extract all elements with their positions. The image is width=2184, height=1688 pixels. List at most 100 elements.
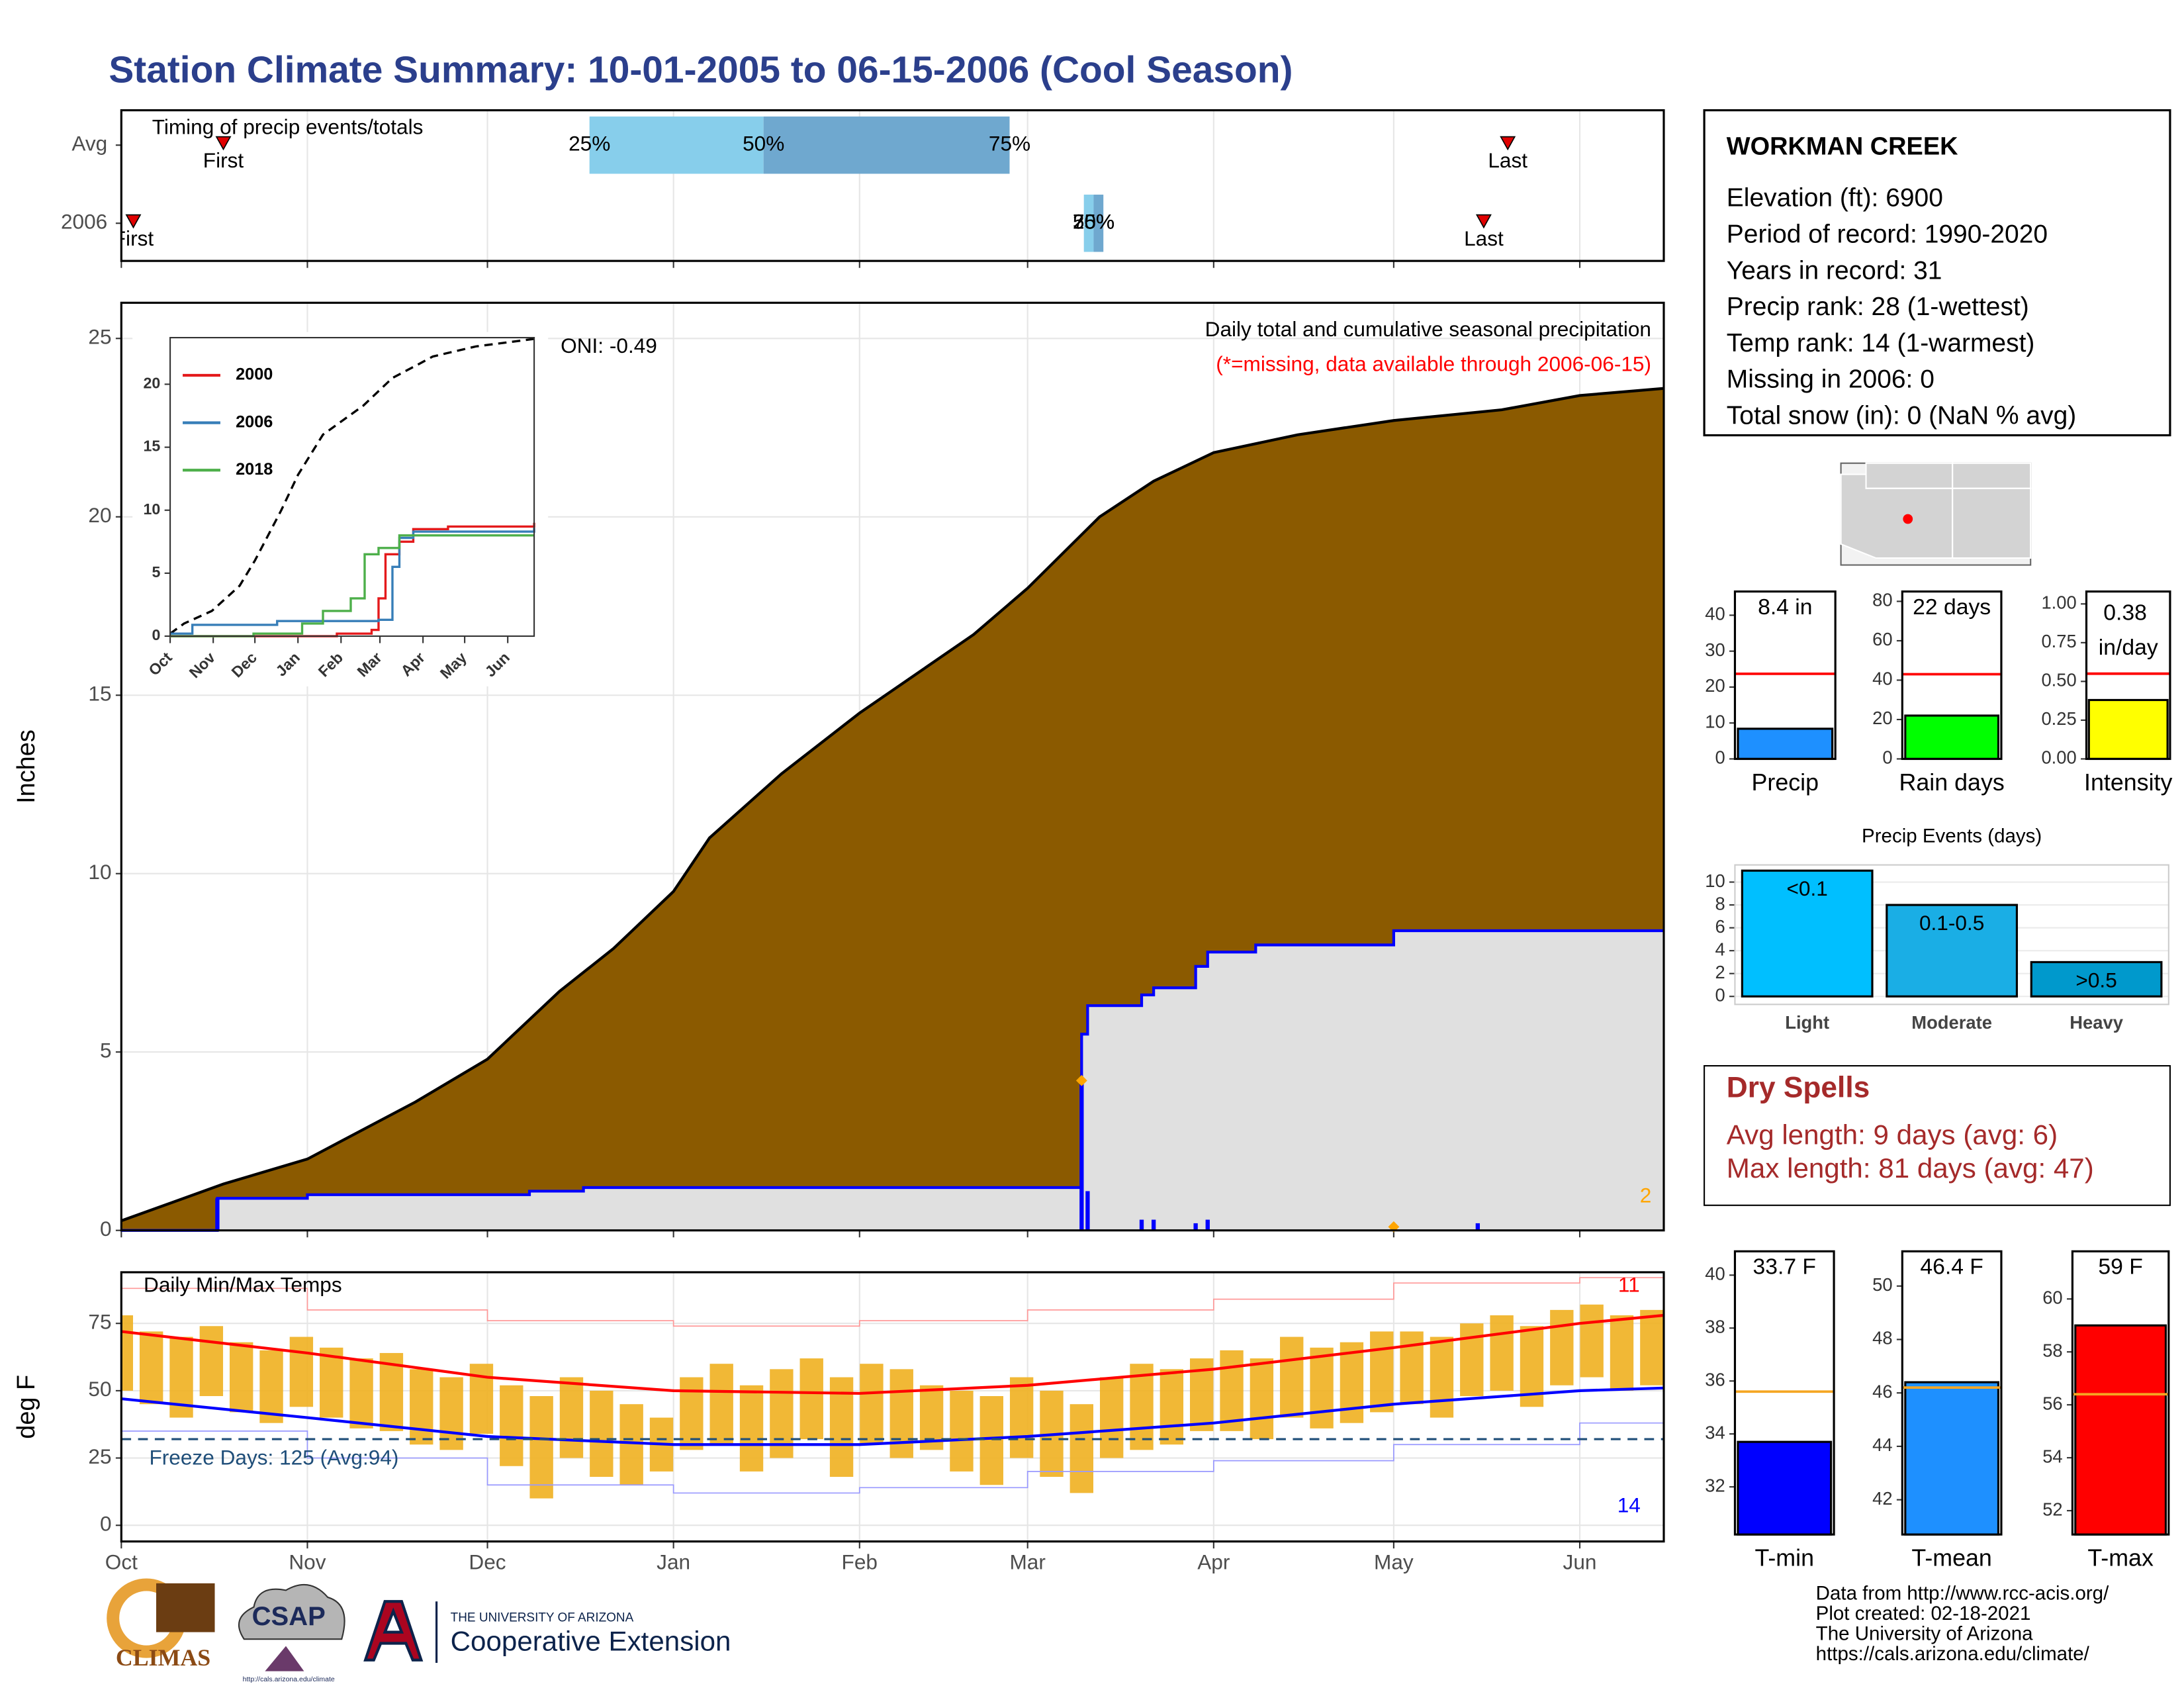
temp-range-bar <box>410 1369 433 1445</box>
temp-range-bar <box>289 1336 314 1407</box>
temp-range-bar <box>1130 1364 1154 1450</box>
y-tick-label: 44 <box>1872 1434 1892 1455</box>
station-dot <box>1903 514 1913 524</box>
y-tick-label: 46 <box>1872 1381 1892 1401</box>
y-tick-label: 6 <box>1715 916 1725 937</box>
y-tick-label: 20 <box>1872 708 1892 728</box>
series-line <box>170 534 535 637</box>
y-tick-label: 34 <box>1705 1422 1725 1442</box>
temp-range-bar <box>320 1347 343 1418</box>
series-line <box>169 338 535 635</box>
y-tick-label: 1.00 <box>2041 592 2076 613</box>
y-tick-label: 0 <box>1715 984 1725 1005</box>
plot-frame <box>1734 864 2169 1006</box>
temp-range-bar <box>1490 1315 1514 1391</box>
x-category-label: T-max <box>2087 1545 2154 1571</box>
bar <box>2074 1324 2167 1536</box>
y-tick-label: 32 <box>1705 1475 1725 1495</box>
temp-range-bar <box>439 1377 463 1450</box>
y-tick-label: 25 <box>88 325 111 349</box>
y-tick-label: 20 <box>1705 675 1725 696</box>
event-label: First <box>203 148 244 172</box>
temp-range-bar <box>1610 1315 1634 1391</box>
event-label: First <box>113 226 154 250</box>
x-tick-label: Dec <box>469 1550 506 1574</box>
temp-range-bar <box>230 1342 253 1413</box>
y-tick-label: 40 <box>1705 604 1725 624</box>
value-label: 0.38 in/day <box>2099 600 2158 660</box>
y-tick-label: 10 <box>88 860 111 884</box>
y-tick-label: 0 <box>1882 747 1892 768</box>
plot-frame <box>2071 1250 2170 1536</box>
bar-label: >0.5 <box>2075 968 2116 992</box>
legend-label: 2000 <box>236 365 273 384</box>
chart-title: Timing of precip events/totals <box>152 115 424 138</box>
temp-range-bar <box>1009 1377 1034 1458</box>
temp-range-bar <box>1250 1358 1274 1440</box>
logo-text: CLIMAS <box>116 1644 210 1671</box>
x-category-label: Intensity <box>2084 769 2172 796</box>
temp-range-bar <box>199 1326 224 1397</box>
dry-spell-line: Max length: 81 days (avg: 47) <box>1727 1152 2094 1184</box>
y-axis-label: deg F <box>13 1375 40 1439</box>
temp-range-bar <box>950 1390 974 1472</box>
quartile-bar <box>589 117 764 174</box>
y-tick-label: 15 <box>88 682 111 706</box>
x-tick-label: Feb <box>842 1550 878 1574</box>
logo-shape <box>238 1584 345 1640</box>
temp-line <box>121 1313 1664 1395</box>
annotation: 2 <box>1640 1183 1652 1207</box>
daily-precip-bar <box>215 1198 220 1231</box>
event-marker <box>1475 214 1492 229</box>
temp-line <box>121 1386 1664 1446</box>
x-tick-label: May <box>1374 1550 1414 1574</box>
quartile-label: 50% <box>743 132 784 156</box>
timing-clip: First Last First Last <box>113 136 1527 250</box>
quartile-bar <box>763 117 1010 174</box>
x-tick-label: Oct <box>105 1550 138 1574</box>
y-tick-label: 58 <box>2042 1340 2062 1360</box>
y-tick-label: 0 <box>100 1512 112 1536</box>
value-label: 33.7 F <box>1752 1254 1816 1280</box>
event-label: Last <box>1464 226 1504 250</box>
temp-range-bar <box>1430 1336 1454 1418</box>
value-label: 59 F <box>2098 1254 2142 1280</box>
temp-range-bar <box>1460 1323 1484 1397</box>
annotation: (*=missing, data available through 2006-… <box>1216 352 1651 376</box>
logo-text: THE UNIVERSITY OF ARIZONA <box>451 1611 634 1625</box>
temp-range-bar <box>1099 1377 1124 1458</box>
bar <box>1737 1440 1833 1536</box>
y-tick-label: 10 <box>144 500 161 518</box>
dry-spells-title: Dry Spells <box>1727 1072 1870 1104</box>
x-category-label: Moderate <box>1911 1012 1992 1033</box>
temp-range-bar <box>1640 1309 1664 1385</box>
legend-label: 2006 <box>236 412 273 431</box>
x-tick-label: Mar <box>1009 1550 1045 1574</box>
quartile-label: 75% <box>1073 210 1115 234</box>
bar <box>2030 961 2163 998</box>
annotation: 11 <box>1618 1272 1640 1296</box>
x-category-label: Heavy <box>2070 1012 2123 1033</box>
temp-range-bar <box>529 1396 553 1499</box>
footer-line: Plot created: 02-18-2021 <box>1816 1603 2031 1624</box>
bar <box>1741 869 1874 998</box>
station-line: Precip rank: 28 (1-wettest) <box>1727 293 2029 321</box>
station-line: Years in record: 31 <box>1727 256 1942 285</box>
temp-range-bar <box>1069 1404 1094 1493</box>
quartile-label: 25% <box>569 132 610 156</box>
station-line: Period of record: 1990-2020 <box>1727 220 2048 249</box>
temp-range-bar <box>559 1377 584 1458</box>
logo-shape <box>265 1646 304 1671</box>
daily-precip-bar <box>1475 1223 1480 1231</box>
x-tick-label: Jun <box>1563 1550 1597 1574</box>
footer-line: The University of Arizona <box>1816 1623 2034 1645</box>
y-tick-label: 56 <box>2042 1393 2062 1413</box>
temp-range-bar <box>619 1404 643 1485</box>
map-state <box>1952 487 2032 559</box>
plot-frame <box>2085 590 2171 761</box>
quartile-label: 25% <box>1073 210 1115 234</box>
annotation: Daily total and cumulative seasonal prec… <box>1205 317 1651 341</box>
y-tick-label: 0 <box>152 626 160 643</box>
